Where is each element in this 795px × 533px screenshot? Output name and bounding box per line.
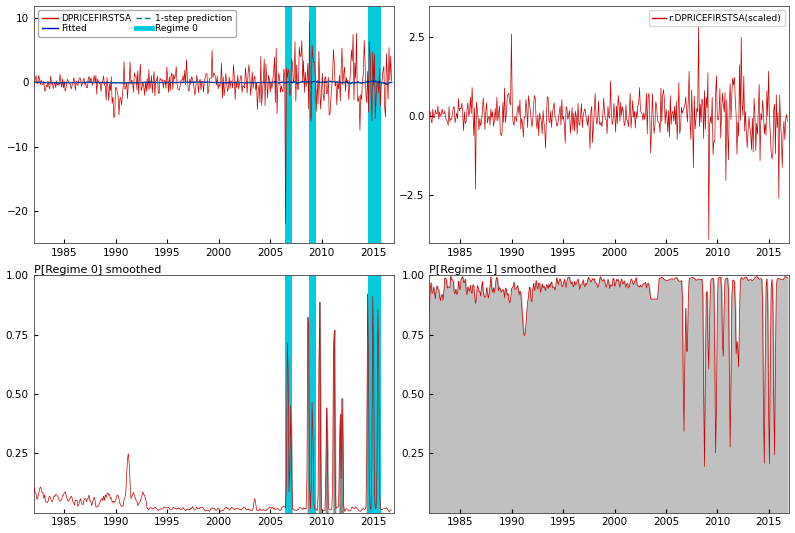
Legend: DPRICEFIRSTSA, Fitted, 1-step prediction, Regime 0: DPRICEFIRSTSA, Fitted, 1-step prediction…	[38, 10, 236, 37]
Legend: r:DPRICEFIRSTSA(scaled): r:DPRICEFIRSTSA(scaled)	[649, 10, 785, 26]
Text: P[Regime 1] smoothed: P[Regime 1] smoothed	[429, 264, 556, 274]
Text: P[Regime 0] smoothed: P[Regime 0] smoothed	[33, 264, 161, 274]
